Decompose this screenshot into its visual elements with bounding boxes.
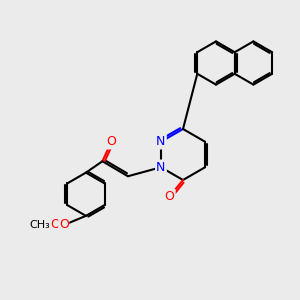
Text: N: N: [156, 161, 166, 174]
Text: N: N: [156, 135, 166, 148]
Text: O: O: [106, 135, 116, 148]
Text: CH₃: CH₃: [29, 220, 50, 230]
Text: O: O: [50, 218, 60, 231]
Text: O: O: [59, 218, 69, 231]
Text: O: O: [165, 190, 174, 203]
